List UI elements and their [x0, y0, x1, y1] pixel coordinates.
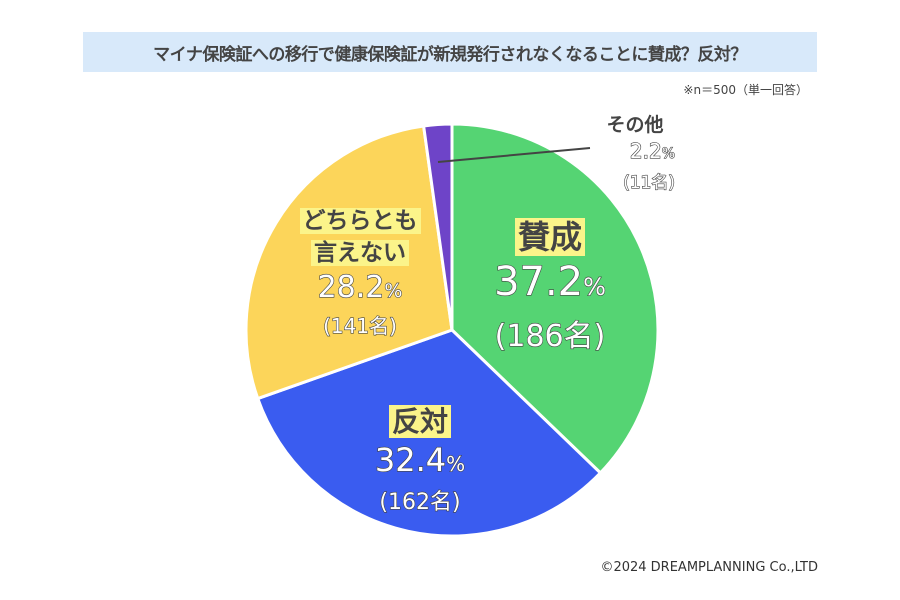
label-disagree: 反対 32.4% (162名) — [374, 405, 466, 516]
other-leader-line — [437, 147, 591, 163]
sample-note: ※n＝500（単一回答） — [683, 83, 808, 97]
label-neither: どちらとも 言えない 28.2% (141名) — [285, 205, 435, 339]
label-other: その他 2.2% (11名) — [606, 114, 675, 194]
slice-agree — [450, 122, 660, 476]
chart-title: マイナ保険証への移行で健康保険証が新規発行されなくなることに賛成？反対？ — [83, 32, 817, 72]
slice-other — [421, 122, 454, 331]
copyright: ©2024 DREAMPLANNING Co.,LTD — [600, 560, 818, 575]
label-agree: 賛成 37.2% (186名) — [493, 218, 607, 355]
